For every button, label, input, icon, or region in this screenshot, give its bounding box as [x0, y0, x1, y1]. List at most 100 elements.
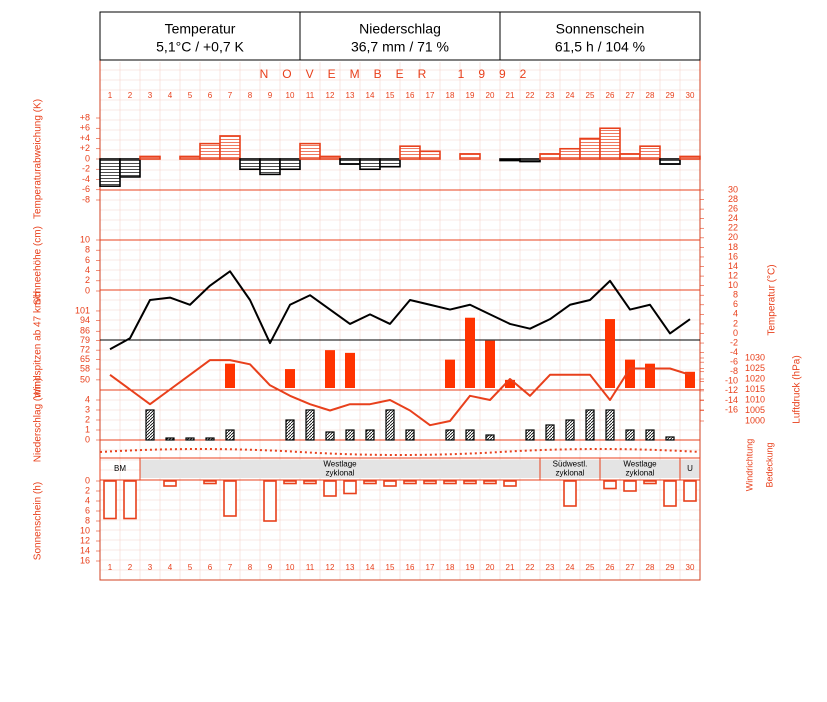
sunshine-bar	[223, 480, 237, 517]
day-label: 25	[586, 91, 595, 100]
precip-bar	[145, 409, 155, 441]
anomaly-bar	[599, 127, 621, 160]
weather-type-label: Westlage	[323, 460, 357, 469]
axis-title: Temperaturabweichung (K)	[33, 99, 44, 219]
anomaly-bar	[319, 155, 341, 160]
y-tick-label: 1005	[745, 405, 765, 415]
axis-title: Schneehöhe (cm)	[33, 226, 44, 305]
y-tick-label: 4	[85, 394, 90, 404]
day-label: 27	[626, 563, 635, 572]
sunshine-bar	[103, 480, 117, 520]
day-label: 17	[426, 91, 435, 100]
anomaly-bar	[239, 158, 261, 171]
y-tick-label: 58	[80, 363, 90, 373]
y-tick-label: 1020	[745, 373, 765, 383]
anomaly-bar	[379, 158, 401, 168]
sunshine-bar	[603, 480, 617, 490]
day-label: 8	[248, 91, 253, 100]
anomaly-bar	[659, 158, 681, 165]
precip-bar	[565, 419, 575, 441]
y-tick-label: 16	[80, 555, 90, 565]
y-tick-label: 0	[85, 153, 90, 163]
day-label: 30	[686, 563, 695, 572]
sunshine-bar	[663, 480, 677, 507]
day-label: 18	[446, 91, 455, 100]
day-label: 4	[168, 563, 173, 572]
y-tick-label: 14	[728, 261, 738, 271]
anomaly-bar	[259, 158, 281, 176]
y-tick-label: 12	[80, 535, 90, 545]
precip-bar	[465, 429, 475, 441]
y-tick-label: 20	[728, 232, 738, 242]
y-tick-label: 10	[728, 280, 738, 290]
y-tick-label: 4	[733, 309, 738, 319]
y-tick-label: 2	[85, 485, 90, 495]
y-tick-label: 65	[80, 354, 90, 364]
sunshine-bar	[123, 480, 137, 520]
cover-band	[140, 460, 700, 478]
y-tick-label: 101	[75, 305, 90, 315]
anomaly-bar	[219, 135, 241, 160]
header-title: Temperatur	[165, 21, 236, 37]
y-tick-label: 30	[728, 184, 738, 194]
y-tick-label: 0	[85, 475, 90, 485]
sunshine-bar	[623, 480, 637, 492]
y-tick-label: 79	[80, 335, 90, 345]
data-line	[109, 270, 691, 351]
day-label: 13	[346, 91, 355, 100]
day-label: 3	[148, 563, 153, 572]
precip-bar	[665, 436, 675, 441]
y-tick-label: -16	[725, 404, 738, 414]
anomaly-bar	[639, 145, 661, 160]
precip-bar	[305, 409, 315, 441]
day-label: 1	[108, 563, 113, 572]
y-tick-label: -6	[730, 357, 738, 367]
y-tick-label: 8	[733, 290, 738, 300]
y-tick-label: 16	[728, 251, 738, 261]
y-tick-label: 18	[728, 242, 738, 252]
sunshine-bar	[383, 480, 397, 487]
y-tick-label: -6	[82, 184, 90, 194]
y-tick-label: -14	[725, 395, 738, 405]
y-tick-label: 2	[85, 414, 90, 424]
sunshine-bar	[283, 480, 297, 485]
sunshine-bar	[403, 480, 417, 485]
y-tick-label: -4	[730, 347, 738, 357]
precip-bar	[385, 409, 395, 441]
y-tick-label: 14	[80, 545, 90, 555]
precip-bar	[585, 409, 595, 441]
day-label: 19	[466, 91, 475, 100]
anomaly-bar	[359, 158, 381, 171]
sunshine-bar	[363, 480, 377, 485]
day-label: 12	[326, 563, 335, 572]
y-tick-label: 86	[80, 326, 90, 336]
y-tick-label: 8	[85, 245, 90, 255]
axis-title: Luftdruck (hPa)	[792, 355, 803, 423]
y-tick-label: -8	[730, 366, 738, 376]
header-value: 36,7 mm / 71 %	[351, 39, 449, 55]
anomaly-bar	[559, 147, 581, 160]
y-tick-label: 22	[728, 223, 738, 233]
day-label: 7	[228, 563, 233, 572]
anomaly-bar	[299, 142, 321, 160]
weather-type-label: Westlage	[623, 460, 657, 469]
precip-bar	[625, 429, 635, 441]
day-label: 19	[466, 563, 475, 572]
header-title: Niederschlag	[359, 21, 441, 37]
weather-type-label: zyklonal	[626, 469, 655, 478]
day-label: 12	[326, 91, 335, 100]
day-label: 22	[526, 91, 535, 100]
y-tick-label: +6	[80, 123, 90, 133]
y-tick-label: 6	[85, 255, 90, 265]
anomaly-bar	[579, 137, 601, 160]
anomaly-bar	[339, 158, 361, 165]
precip-bar	[225, 429, 235, 441]
y-tick-label: 0	[733, 328, 738, 338]
day-label: 15	[386, 563, 395, 572]
anomaly-bar	[679, 155, 701, 160]
day-label: 28	[646, 91, 655, 100]
day-label: 11	[306, 563, 315, 572]
day-label: 30	[686, 91, 695, 100]
anomaly-bar	[519, 158, 541, 163]
